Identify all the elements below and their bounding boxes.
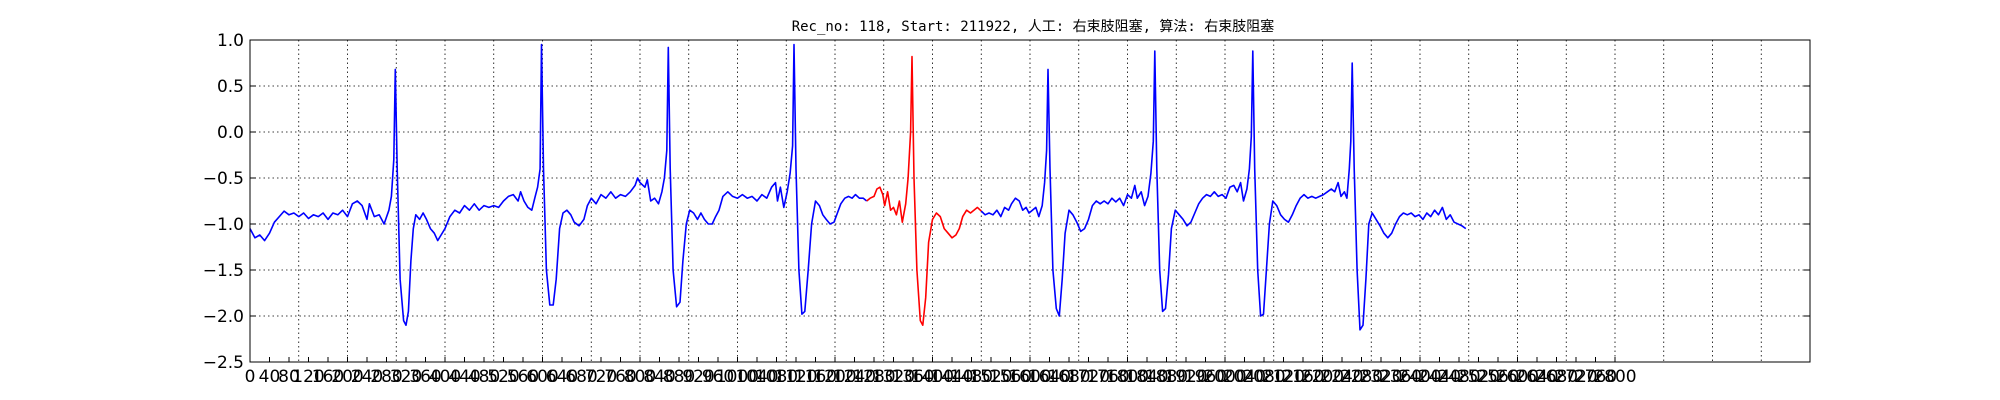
y-tick-label: −2.5 bbox=[203, 353, 244, 373]
x-tick-label: 1840 bbox=[1125, 367, 1168, 387]
y-tick-label: 0.5 bbox=[217, 77, 244, 97]
x-tick-label: 440 bbox=[448, 367, 480, 387]
x-tick-label: 0 bbox=[245, 367, 256, 387]
y-tick-label: −1.0 bbox=[203, 215, 244, 235]
x-tick-label: 280 bbox=[370, 367, 402, 387]
x-tick-label: 2560 bbox=[1476, 367, 1519, 387]
x-tick-label: 80 bbox=[278, 367, 300, 387]
x-tick-label: 2480 bbox=[1437, 367, 1480, 387]
x-tick-label: 1280 bbox=[852, 367, 895, 387]
x-tick-label: 240 bbox=[351, 367, 383, 387]
chart-title: Rec_no: 118, Start: 211922, 人工: 右束肢阻塞, 算… bbox=[792, 18, 1275, 35]
series-lines bbox=[249, 43, 1467, 331]
x-tick-label: 40 bbox=[259, 367, 281, 387]
x-axis: 0 408012016020024028032036040044048052056… bbox=[245, 357, 1637, 387]
x-tick-label: 1720 bbox=[1067, 367, 1110, 387]
y-tick-label: −0.5 bbox=[203, 169, 244, 189]
x-tick-label: 2280 bbox=[1340, 367, 1383, 387]
x-tick-label: 360 bbox=[409, 367, 441, 387]
x-tick-label: 1320 bbox=[872, 367, 915, 387]
x-tick-label: 800 bbox=[624, 367, 656, 387]
x-tick-label: 2400 bbox=[1398, 367, 1441, 387]
x-tick-label: 2760 bbox=[1574, 367, 1617, 387]
x-tick-label: 1160 bbox=[794, 367, 837, 387]
x-tick-label: 1760 bbox=[1086, 367, 1129, 387]
x-tick-label: 2680 bbox=[1535, 367, 1578, 387]
x-tick-label: 2240 bbox=[1320, 367, 1363, 387]
x-tick-label: 1480 bbox=[950, 367, 993, 387]
x-tick-label: 1680 bbox=[1047, 367, 1090, 387]
x-tick-label: 1800 bbox=[1106, 367, 1149, 387]
x-tick-label: 1440 bbox=[930, 367, 973, 387]
x-tick-label: 2520 bbox=[1457, 367, 1500, 387]
x-tick-label: 1520 bbox=[969, 367, 1012, 387]
x-tick-label: 2320 bbox=[1359, 367, 1402, 387]
x-tick-label: 760 bbox=[604, 367, 636, 387]
x-tick-label: 160 bbox=[312, 367, 344, 387]
x-tick-label: 2120 bbox=[1262, 367, 1305, 387]
y-tick-label: −2.0 bbox=[203, 307, 244, 327]
x-tick-label: 1960 bbox=[1184, 367, 1227, 387]
x-tick-label: 2200 bbox=[1301, 367, 1344, 387]
x-tick-label: 2640 bbox=[1515, 367, 1558, 387]
x-tick-label: 1040 bbox=[735, 367, 778, 387]
series-line-3 bbox=[980, 50, 1467, 331]
series-line-2 bbox=[866, 55, 982, 327]
x-tick-label: 1120 bbox=[774, 367, 817, 387]
y-tick-label: 1.0 bbox=[217, 31, 244, 51]
series-line-1 bbox=[249, 43, 868, 327]
x-tick-label: 2440 bbox=[1418, 367, 1461, 387]
x-tick-label: 400 bbox=[429, 367, 461, 387]
y-tick-label: 0.0 bbox=[217, 123, 244, 143]
x-tick-label: 1080 bbox=[755, 367, 798, 387]
x-tick-label: 2040 bbox=[1223, 367, 1266, 387]
x-tick-label: 120 bbox=[292, 367, 324, 387]
x-tick-label: 2160 bbox=[1281, 367, 1324, 387]
x-tick-label: 920 bbox=[682, 367, 714, 387]
x-tick-label: 1560 bbox=[989, 367, 1032, 387]
x-tick-label: 1880 bbox=[1145, 367, 1188, 387]
x-tick-label: 1360 bbox=[891, 367, 934, 387]
x-tick-label: 2360 bbox=[1379, 367, 1422, 387]
x-tick-label: 1640 bbox=[1028, 367, 1071, 387]
x-tick-label: 880 bbox=[663, 367, 695, 387]
y-axis: 1.0 0.5 0.0 −0.5 −1.0 −1.5 −2.0 −2.5 bbox=[203, 31, 1810, 373]
x-tick-label: 1000 bbox=[716, 367, 759, 387]
x-tick-label: 1240 bbox=[833, 367, 876, 387]
x-tick-label: 680 bbox=[565, 367, 597, 387]
x-tick-label: 720 bbox=[585, 367, 617, 387]
x-tick-label: 2000 bbox=[1203, 367, 1246, 387]
x-tick-label: 2720 bbox=[1554, 367, 1597, 387]
x-tick-label: 600 bbox=[526, 367, 558, 387]
x-tick-label: 640 bbox=[546, 367, 578, 387]
x-tick-label: 560 bbox=[507, 367, 539, 387]
x-tick-label: 1400 bbox=[911, 367, 954, 387]
x-tick-label: 2080 bbox=[1242, 367, 1285, 387]
x-tick-label: 2800 bbox=[1593, 367, 1636, 387]
x-tick-label: 200 bbox=[331, 367, 363, 387]
x-tick-label: 960 bbox=[702, 367, 734, 387]
x-tick-label: 840 bbox=[643, 367, 675, 387]
x-tick-label: 520 bbox=[487, 367, 519, 387]
y-tick-label: −1.5 bbox=[203, 261, 244, 281]
x-tick-label: 1200 bbox=[813, 367, 856, 387]
x-tick-label: 2600 bbox=[1496, 367, 1539, 387]
x-tick-label: 480 bbox=[468, 367, 500, 387]
x-tick-label: 1600 bbox=[1008, 367, 1051, 387]
x-tick-label: 1920 bbox=[1164, 367, 1207, 387]
x-tick-label: 320 bbox=[390, 367, 422, 387]
